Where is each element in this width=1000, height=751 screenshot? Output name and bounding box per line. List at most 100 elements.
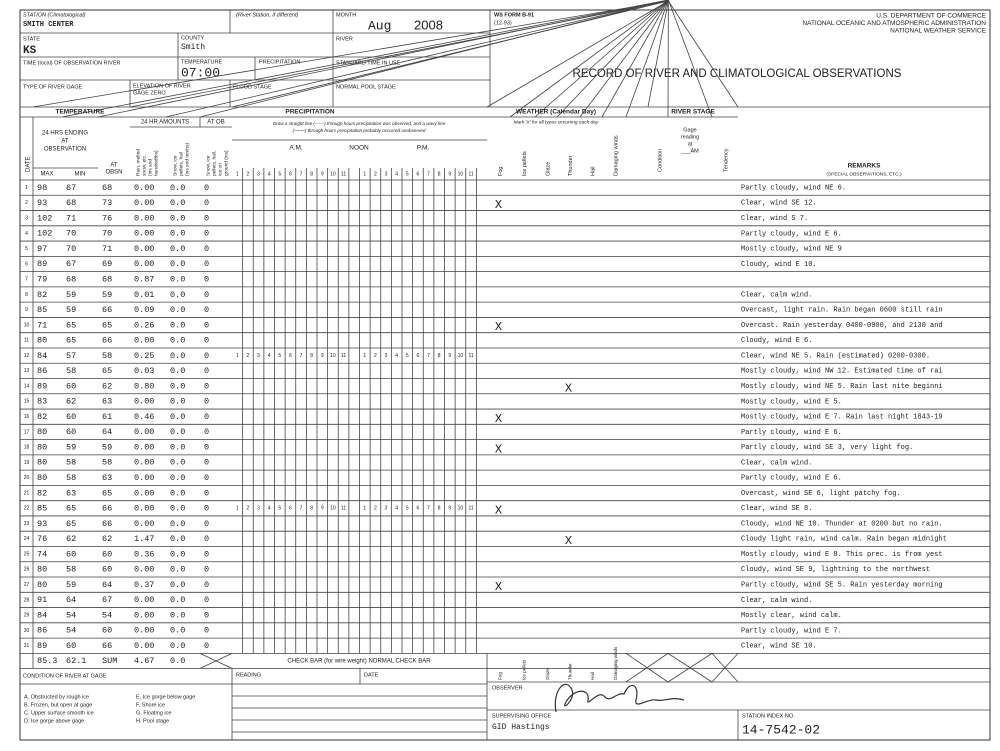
rain: 0.01 [134, 290, 154, 300]
snowfall: 0.0 [170, 259, 185, 269]
hour-label: 7 [300, 353, 303, 359]
date: 20 [24, 475, 30, 481]
snow-depth: 0 [204, 626, 209, 636]
summary-max: 85.3 [37, 656, 57, 666]
rain: 0.46 [134, 412, 154, 422]
snowfall: 0.0 [170, 305, 185, 315]
rain: 0.09 [134, 305, 154, 315]
label: DATE [26, 156, 32, 172]
max: 82 [37, 290, 47, 300]
label: Glaze [545, 668, 550, 680]
weather-mark: X [495, 412, 502, 426]
snow-depth: 0 [204, 229, 209, 239]
hour-label: 2 [247, 506, 250, 512]
rain: 0.00 [134, 641, 154, 651]
max: 83 [37, 397, 47, 407]
snowfall: 0.0 [170, 198, 185, 208]
rain: 0.36 [134, 549, 154, 559]
rule-line [667, 653, 713, 683]
date: 24 [24, 536, 30, 542]
min: 60 [66, 427, 76, 437]
rule-line [97, 0, 669, 118]
hour-label: 3 [385, 171, 388, 177]
label: WS FORM B-91 [494, 12, 534, 18]
summary-obsn: SUM [102, 656, 117, 666]
label: P.M. [417, 145, 430, 152]
date: 9 [25, 307, 28, 313]
max: 84 [37, 610, 47, 620]
label: A.M. [289, 145, 303, 152]
snowfall: 0.0 [170, 534, 185, 544]
rain: 0.00 [134, 458, 154, 468]
hour-label: 11 [341, 353, 346, 359]
river-condition: F. Shore ice [136, 702, 165, 708]
hour-label: 9 [448, 353, 451, 359]
hour-label: 9 [448, 171, 451, 177]
max: 82 [37, 488, 47, 498]
max: 98 [37, 183, 47, 193]
hour-label: 8 [438, 171, 441, 177]
hour-label: 5 [406, 353, 409, 359]
label: Fog [498, 672, 503, 680]
snow-depth: 0 [204, 275, 209, 285]
rule-line [199, 653, 233, 669]
date: 18 [24, 445, 30, 451]
date: 28 [24, 597, 30, 603]
remarks: Mostly cloudy, wind NE 5. Rain last nite… [741, 383, 943, 391]
label: TYPE OF RIVER GAGE [23, 84, 83, 90]
max: 93 [37, 198, 47, 208]
rain: 0.00 [134, 244, 154, 254]
obsn: 66 [102, 519, 112, 529]
remarks: Mostly cloudy, wind E 5. [741, 398, 842, 406]
max: 86 [37, 626, 47, 636]
label: Damaging winds [613, 646, 618, 680]
snow-depth: 0 [204, 290, 209, 300]
hour-label: 3 [257, 506, 260, 512]
label: at [688, 141, 693, 147]
min: 60 [66, 381, 76, 391]
form-title: RECORD OF RIVER AND CLIMATOLOGICAL OBSER… [573, 68, 902, 80]
hour-label: 6 [417, 171, 420, 177]
label: AT OB [207, 120, 224, 126]
max: 89 [37, 381, 47, 391]
label: FLOOD STAGE [233, 84, 272, 90]
label: NORMAL POOL STAGE [336, 84, 396, 90]
snowfall: 0.0 [170, 565, 185, 575]
hour-label: 1 [236, 353, 239, 359]
min: 60 [66, 641, 76, 651]
rain: 0.00 [134, 259, 154, 269]
remarks: Overcast, light rain. Rain began 0600 st… [741, 307, 943, 315]
date: 31 [24, 643, 30, 649]
label: RIVER [336, 36, 353, 42]
hour-label: 8 [438, 353, 441, 359]
remarks: Clear, calm wind. [741, 291, 812, 299]
remarks: Clear, wind SE 8. [741, 505, 812, 513]
rain: 0.00 [134, 504, 154, 514]
label: ELEVATION OF RIVER [133, 83, 191, 89]
remarks: Clear, calm wind. [741, 459, 812, 467]
rule-line [601, 0, 669, 118]
summary-snowfall: 0.0 [170, 656, 185, 666]
label: TIME (local) OF OBSERVATION RIVER [23, 60, 121, 66]
rule-line [711, 653, 739, 683]
hour-label: 8 [310, 506, 313, 512]
label: TEMPERATURE [181, 59, 222, 65]
snow-depth: 0 [204, 183, 209, 193]
date: 19 [24, 460, 30, 466]
rain: 0.00 [134, 229, 154, 239]
obsn: 73 [102, 198, 112, 208]
supervising-office: GID Hastings [492, 723, 550, 732]
river-condition: A. Obstructed by rough ice [24, 694, 89, 700]
hour-label: 10 [458, 506, 464, 512]
snow-depth: 0 [204, 336, 209, 346]
remarks: Cloudy, wind E 6. [741, 337, 812, 345]
agency: U.S. DEPARTMENT OF COMMERCE [876, 13, 986, 20]
date: 4 [25, 231, 28, 237]
snowfall: 0.0 [170, 229, 185, 239]
hour-label: 5 [278, 171, 281, 177]
snowfall: 0.0 [170, 427, 185, 437]
remarks-column: Partly cloudy, wind NE 6. Clear, wind SE … [741, 184, 947, 650]
remarks: Clear, wind S 7. [741, 215, 808, 223]
remarks: Mostly cloudy, wind NE 9 [741, 246, 842, 254]
